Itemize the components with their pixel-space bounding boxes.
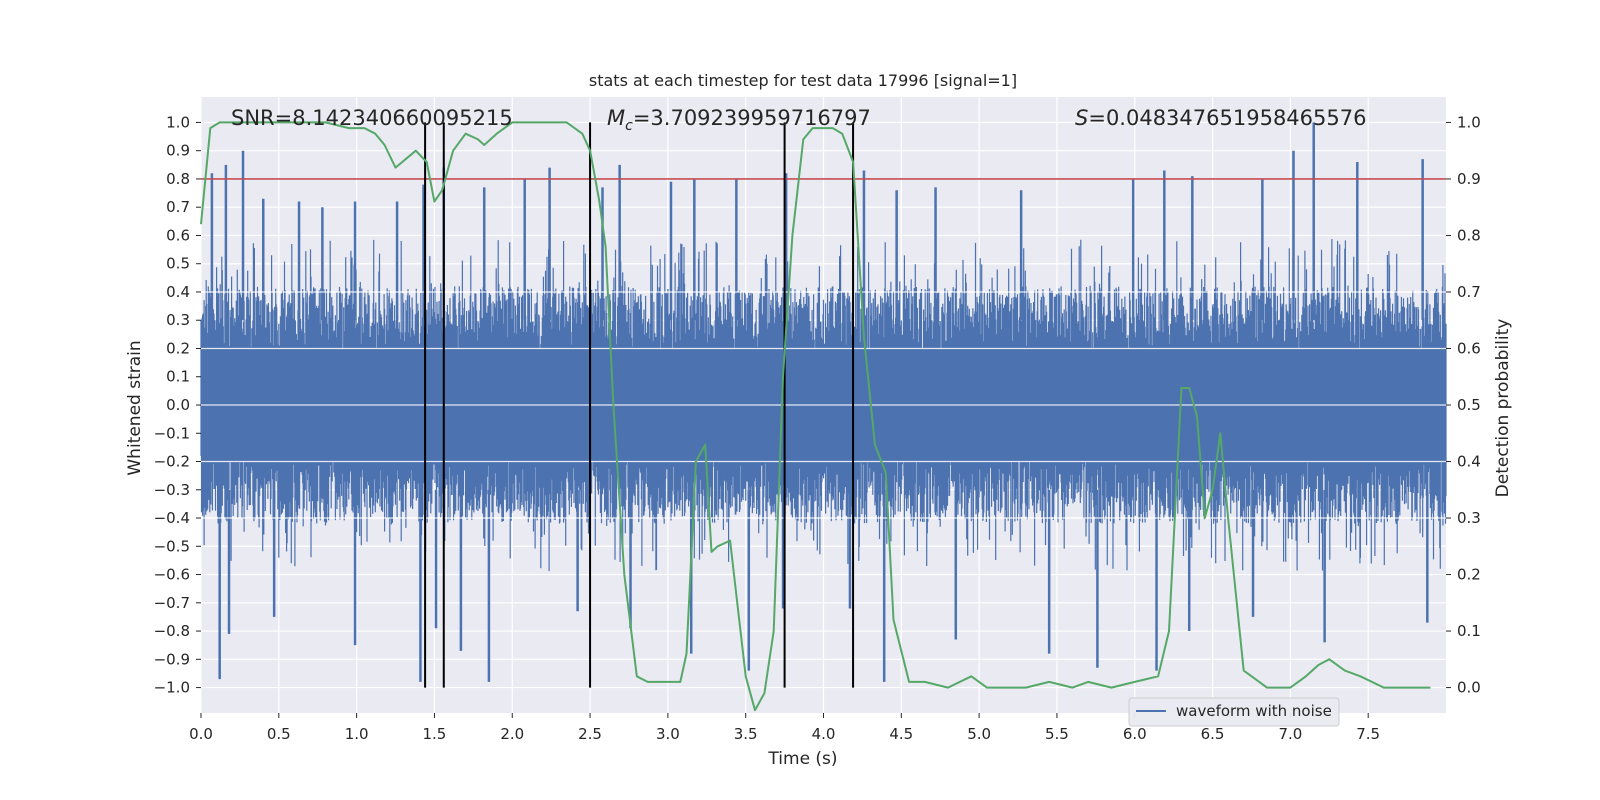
chart-title: stats at each timestep for test data 179… xyxy=(589,71,1017,90)
y2-tick-label: 0.2 xyxy=(1457,566,1481,584)
y-tick-label: 0.0 xyxy=(166,396,190,414)
y-tick-label: −0.9 xyxy=(154,650,190,668)
x-tick-label: 0.5 xyxy=(267,725,291,743)
y-axis-label: Whitened strain xyxy=(125,340,145,475)
y-tick-label: 0.7 xyxy=(166,198,190,216)
y-tick-label: −0.4 xyxy=(154,509,190,527)
y-tick-label: −0.1 xyxy=(154,424,190,442)
x-tick-label: 6.0 xyxy=(1123,725,1147,743)
legend-label: waveform with noise xyxy=(1176,702,1332,720)
x-tick-label: 5.0 xyxy=(967,725,991,743)
chirp-mass-subscript: c xyxy=(625,118,633,134)
y-tick-label: −0.6 xyxy=(154,566,190,584)
y-tick-label: −0.2 xyxy=(154,453,190,471)
x-tick-label: 4.5 xyxy=(889,725,913,743)
y-tick-label: −1.0 xyxy=(154,679,190,697)
chirp-mass-symbol: M xyxy=(607,106,625,130)
s-value: =0.048347651958465576 xyxy=(1088,106,1366,130)
legend-box xyxy=(1128,697,1340,727)
x-tick-label: 3.0 xyxy=(656,725,680,743)
y2-tick-label: 0.6 xyxy=(1457,339,1481,357)
x-tick-label: 3.5 xyxy=(734,725,758,743)
y2-tick-label: 0.0 xyxy=(1457,679,1481,697)
y2-tick-label: 0.3 xyxy=(1457,509,1481,527)
snr-annotation: SNR=8.142340660095215 xyxy=(231,106,513,130)
y2-tick-label: 0.8 xyxy=(1457,226,1481,244)
chirp-mass-value: =3.709239959716797 xyxy=(633,106,871,130)
chirp-mass-annotation: Mc=3.709239959716797 xyxy=(607,106,871,134)
x-tick-label: 4.0 xyxy=(812,725,836,743)
y-tick-label: 0.3 xyxy=(166,311,190,329)
s-annotation: S=0.048347651958465576 xyxy=(1075,106,1366,130)
x-tick-label: 1.5 xyxy=(423,725,447,743)
y2-tick-label: 0.5 xyxy=(1457,396,1481,414)
y-tick-label: 0.5 xyxy=(166,255,190,273)
x-tick-label: 5.5 xyxy=(1045,725,1069,743)
x-tick-label: 6.5 xyxy=(1201,725,1225,743)
y-tick-label: 0.6 xyxy=(166,226,190,244)
x-axis-label: Time (s) xyxy=(767,749,837,769)
y-tick-label: 0.1 xyxy=(166,368,190,386)
y-tick-label: −0.7 xyxy=(154,594,190,612)
y-tick-label: 1.0 xyxy=(166,113,190,131)
y-tick-label: −0.8 xyxy=(154,622,190,640)
y2-tick-label: 1.0 xyxy=(1457,113,1481,131)
y2-axis-label: Detection probability xyxy=(1493,319,1513,498)
x-tick-label: 7.5 xyxy=(1356,725,1380,743)
x-tick-label: 7.0 xyxy=(1278,725,1302,743)
y-tick-label: 0.2 xyxy=(166,339,190,357)
y2-tick-label: 0.4 xyxy=(1457,453,1481,471)
x-tick-label: 2.0 xyxy=(500,725,524,743)
detection-probability-line xyxy=(200,121,1431,712)
y-tick-label: −0.3 xyxy=(154,481,190,499)
y-tick-label: 0.4 xyxy=(166,283,190,301)
x-tick-label: 2.5 xyxy=(578,725,602,743)
y-tick-label: −0.5 xyxy=(154,537,190,555)
y2-tick-label: 0.1 xyxy=(1457,622,1481,640)
s-symbol: S xyxy=(1075,106,1088,130)
x-tick-label: 0.0 xyxy=(189,725,213,743)
x-tick-label: 1.0 xyxy=(345,725,369,743)
y2-tick-label: 0.7 xyxy=(1457,283,1481,301)
y-tick-label: 0.8 xyxy=(166,170,190,188)
legend: waveform with noise xyxy=(1128,697,1340,727)
y2-tick-label: 0.9 xyxy=(1457,170,1481,188)
y-tick-label: 0.9 xyxy=(166,142,190,160)
